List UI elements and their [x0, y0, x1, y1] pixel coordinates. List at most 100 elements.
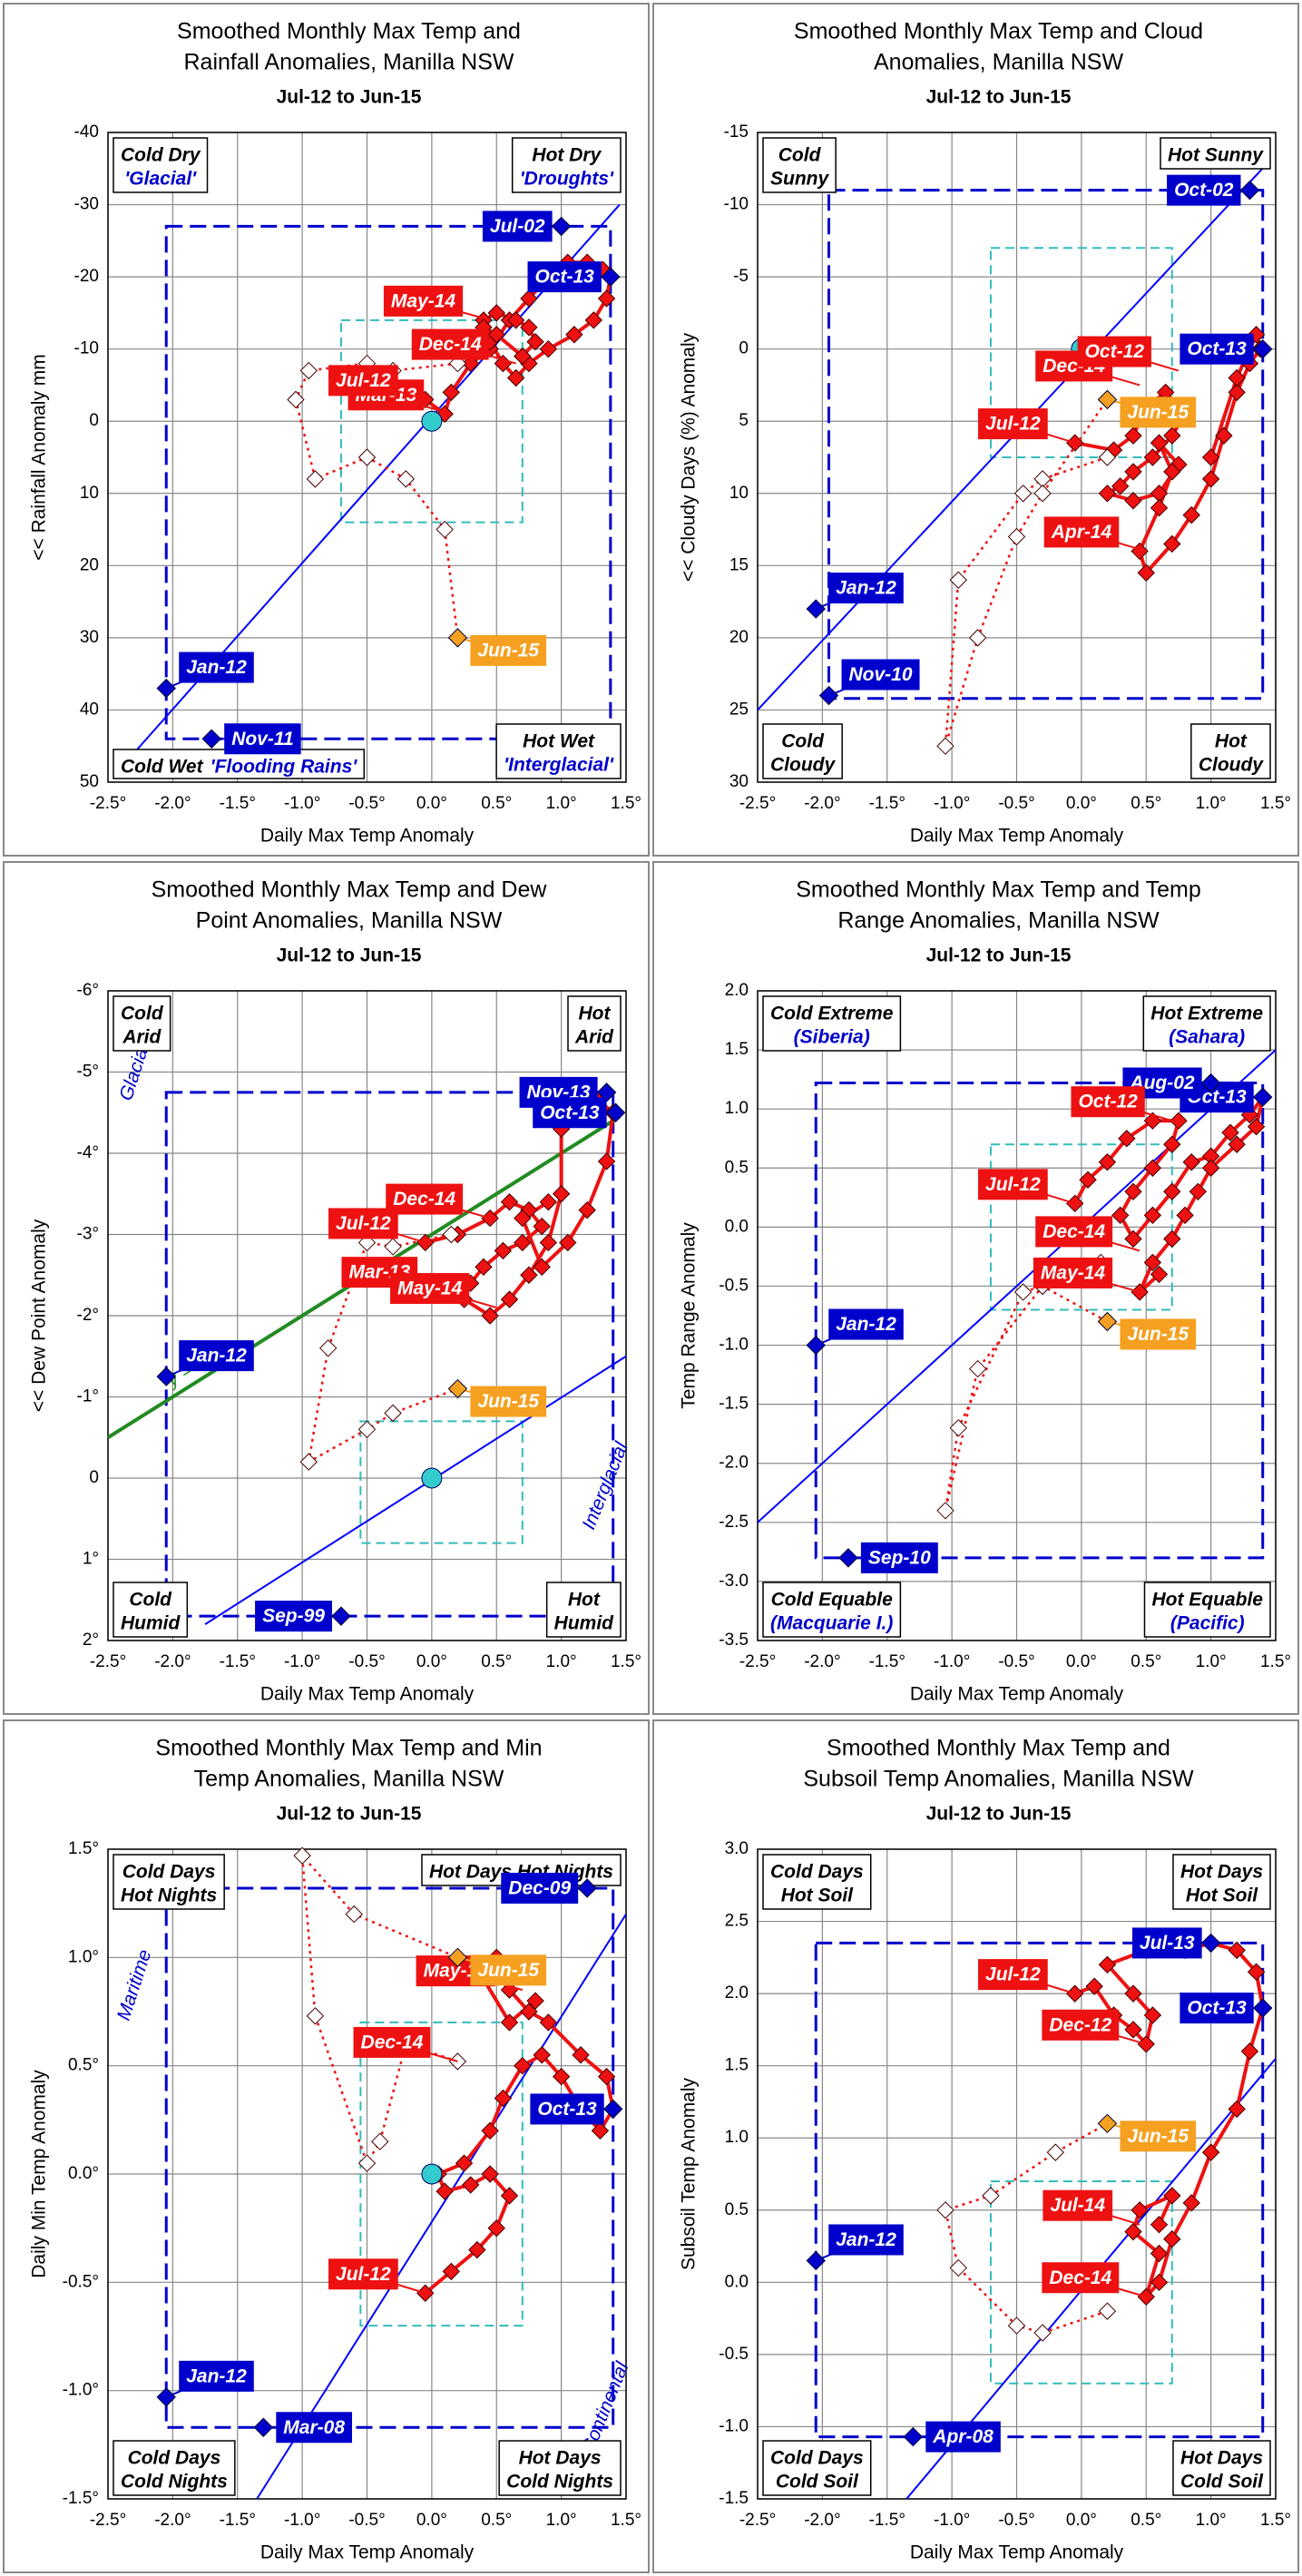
x-tick-label: 1.0° — [1196, 794, 1227, 813]
callout: Oct-13 — [530, 2093, 623, 2125]
callout-box — [501, 1872, 579, 1904]
data-point — [597, 289, 616, 308]
callout-point — [605, 1102, 626, 1122]
range-box — [989, 2179, 1173, 2385]
corner-box — [1172, 2440, 1271, 2496]
data-point — [1098, 448, 1117, 466]
corner-text: (Sahara) — [1169, 1027, 1245, 1048]
y-tick-label: -2° — [77, 1306, 100, 1325]
corner-label: Cold Equable(Macquarie I.) — [762, 1582, 902, 1638]
callout-text: Jan-12 — [186, 1346, 247, 1366]
data-point — [468, 2240, 486, 2259]
callout-text: Oct-13 — [537, 2099, 597, 2120]
data-point — [1131, 2201, 1149, 2219]
y-tick-label: -3° — [77, 1225, 100, 1244]
data-point — [520, 318, 538, 337]
callout-box — [1167, 174, 1241, 206]
data-point — [1150, 1265, 1169, 1284]
y-tick-label: -1.5° — [63, 2489, 99, 2508]
data-point — [494, 2089, 513, 2108]
callout-box — [386, 1183, 464, 1215]
data-point — [481, 2121, 499, 2140]
callout: Jul-02 — [482, 211, 572, 242]
data-point — [1189, 1182, 1208, 1201]
callout-point — [1253, 1998, 1273, 2018]
y-tick-label: -0.5 — [719, 1276, 749, 1295]
range-box — [989, 247, 1173, 458]
data-point — [1150, 434, 1169, 452]
y-tick-label: 2.0 — [725, 981, 749, 1000]
callout-box — [1180, 333, 1254, 365]
callout-text: Jan-12 — [836, 578, 896, 599]
data-point — [357, 448, 377, 466]
x-tick-label: 0.0° — [1066, 794, 1097, 813]
x-tick-label: -2.5° — [739, 794, 776, 813]
callout-text: Jul-13 — [1140, 1933, 1195, 1954]
callout-point — [806, 2250, 826, 2271]
callout-box — [1120, 2121, 1197, 2152]
callout-point — [447, 628, 468, 648]
data-point — [936, 737, 954, 755]
corner-text: Cold Equable — [771, 1590, 893, 1611]
x-tick-label: -2.0° — [154, 794, 191, 813]
data-point — [1182, 505, 1200, 524]
x-tick-label: -1.0° — [934, 1652, 970, 1671]
callout: May-14 — [390, 1273, 497, 1309]
corner-text: Hot Dry — [532, 145, 602, 166]
callout: Mar-08 — [253, 2412, 353, 2444]
x-tick-label: 0.0° — [1066, 1652, 1097, 1671]
chart: Smoothed Monthly Max Temp and Cloud Anoma… — [652, 3, 1299, 857]
data-point — [968, 629, 987, 647]
corner-label: Hot Days Cold Nights — [498, 2440, 622, 2496]
callout-box — [328, 2258, 398, 2290]
callout-box — [255, 1601, 332, 1632]
data-point — [1066, 1984, 1084, 2003]
x-tick-label: 0.5° — [1131, 2511, 1161, 2530]
callout-text: Jul-12 — [336, 2264, 391, 2285]
corner-box — [511, 137, 622, 193]
chart-subtitle: Jul-12 to Jun-15 — [277, 87, 422, 108]
corner-label: Hot Extreme (Sahara) — [1142, 995, 1271, 1052]
callout-text: Jul-12 — [985, 414, 1041, 435]
x-tick-label: -1.5° — [220, 2511, 256, 2530]
chart-subtitle: Jul-12 to Jun-15 — [926, 1804, 1072, 1825]
data-point — [436, 2182, 454, 2200]
data-point — [475, 1258, 493, 1277]
y-tick-label: 1.0 — [725, 1099, 749, 1118]
y-tick-label: 15 — [729, 555, 749, 574]
chart-title: Smoothed Monthly Max Temp and Min — [155, 1736, 542, 1761]
callout-text: Aug-02 — [1129, 1073, 1194, 1093]
callout-text: Oct-12 — [1085, 341, 1145, 362]
x-tick-label: 0.5° — [1131, 794, 1161, 813]
callout-box — [860, 1542, 938, 1573]
data-point — [384, 1404, 402, 1423]
callout: Jul-12 — [978, 408, 1076, 445]
callout: Oct-13 — [527, 261, 621, 293]
callout-text: Sep-10 — [868, 1547, 931, 1568]
corner-box — [762, 137, 837, 193]
callout-point — [1097, 1311, 1118, 1332]
callout-point — [253, 2417, 274, 2437]
y-tick-label: -2.5 — [719, 1513, 749, 1532]
callout-text: Jun-15 — [477, 1960, 539, 1981]
corner-text: Cold — [778, 145, 822, 166]
data-point — [514, 2056, 532, 2075]
corner-box — [1143, 1582, 1271, 1638]
data-point — [506, 368, 525, 387]
callout-text: Dec-09 — [508, 1878, 571, 1899]
callout-text: Apr-08 — [932, 2426, 994, 2447]
y-tick-label: -3.5 — [719, 1631, 749, 1650]
data-point — [1201, 1159, 1220, 1177]
callout-point — [603, 2099, 623, 2120]
callout-point — [1239, 180, 1260, 201]
data-point — [1111, 477, 1130, 495]
data-point — [1007, 2316, 1026, 2335]
data-point — [500, 2187, 519, 2205]
x-axis-label: Daily Max Temp Anomaly — [910, 2542, 1124, 2563]
callout-text: May-14 — [1041, 1263, 1106, 1284]
y-tick-label: 0.5 — [725, 2200, 749, 2219]
y-tick-label: -15 — [724, 122, 749, 142]
callout: Jul-14 — [1043, 2189, 1140, 2226]
data-point — [591, 2121, 610, 2140]
